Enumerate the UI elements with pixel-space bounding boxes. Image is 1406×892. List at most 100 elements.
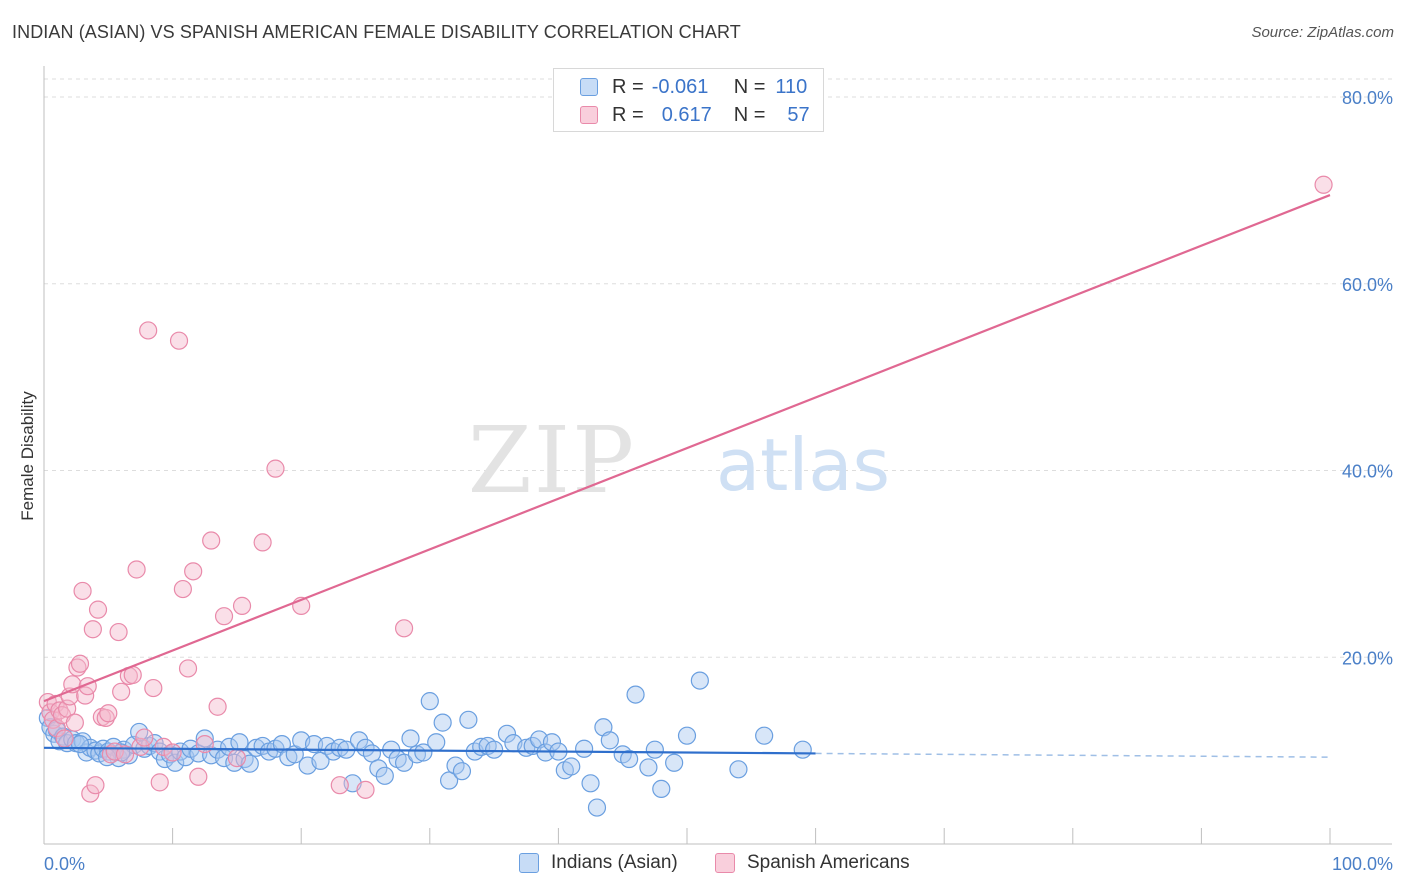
spanish-point xyxy=(253,533,272,552)
indians-point xyxy=(485,740,504,759)
spanish-point xyxy=(184,562,203,581)
indians-point xyxy=(171,742,190,761)
series-legend: Indians (Asian) Spanish Americans xyxy=(0,852,1406,878)
spanish-point xyxy=(139,321,158,340)
spanish-point xyxy=(356,780,375,799)
x-tick-label: 100.0% xyxy=(1332,854,1393,874)
y-tick-label: 40.0% xyxy=(1342,462,1393,482)
indians-point xyxy=(645,740,664,759)
y-tick-labels: 20.0% 40.0% 60.0% 80.0% xyxy=(1342,88,1393,668)
spanish-point xyxy=(109,622,128,642)
indians-point xyxy=(793,740,812,759)
indians-point xyxy=(620,749,639,769)
spanish-point xyxy=(173,579,192,599)
indians-point xyxy=(70,734,90,754)
indians-point xyxy=(452,762,472,781)
spanish-point xyxy=(115,745,135,764)
legend-item-spanish: Spanish Americans xyxy=(715,852,910,874)
indians-point xyxy=(195,729,214,748)
spanish-point xyxy=(73,581,92,601)
indians-point xyxy=(420,692,439,711)
spanish-point xyxy=(127,560,146,579)
legend-swatch-indians xyxy=(580,78,598,96)
indians-point xyxy=(626,685,645,704)
indians-point xyxy=(729,760,748,779)
indians-point xyxy=(230,733,249,752)
indians-point xyxy=(311,751,330,770)
spanish-point xyxy=(232,596,252,615)
legend-r-label: R = xyxy=(612,75,644,98)
spanish-point xyxy=(83,620,102,639)
spanish-point xyxy=(189,767,208,786)
series-indians-points xyxy=(38,671,812,817)
indians-point xyxy=(414,743,433,762)
watermark-zip: ZIP xyxy=(468,407,636,514)
indians-point xyxy=(130,722,149,742)
indians-point xyxy=(369,759,388,778)
legend-swatch-indians xyxy=(519,853,539,873)
spanish-point xyxy=(55,729,74,748)
spanish-point xyxy=(43,710,63,729)
indians-trend-extension xyxy=(815,752,1331,758)
indians-point xyxy=(665,753,684,772)
trend-lines xyxy=(43,194,1331,758)
legend-swatch-spanish xyxy=(715,853,735,873)
spanish-point xyxy=(163,743,182,762)
indians-point xyxy=(375,766,394,785)
spanish-point xyxy=(169,331,189,350)
indians-point xyxy=(562,757,581,776)
indians-point xyxy=(497,724,517,743)
chart-title: INDIAN (ASIAN) VS SPANISH AMERICAN FEMAL… xyxy=(12,22,741,42)
correlation-legend: R = -0.061 N = 110 R = 0.617 N = 57 xyxy=(553,68,824,132)
spanish-point xyxy=(227,748,246,768)
legend-row-spanish: R = 0.617 N = 57 xyxy=(554,102,810,128)
spanish-point xyxy=(70,654,90,673)
indians-point xyxy=(459,710,478,729)
y-tick-label: 20.0% xyxy=(1342,648,1393,668)
spanish-point xyxy=(88,600,108,619)
indians-point xyxy=(349,731,369,750)
legend-swatch-spanish xyxy=(580,106,598,124)
spanish-point xyxy=(202,531,221,550)
chart-source: Source: ZipAtlas.com xyxy=(1251,24,1394,41)
indians-point xyxy=(581,774,600,793)
indians-point xyxy=(575,739,594,758)
legend-n-label: N = xyxy=(733,75,766,98)
spanish-point xyxy=(394,619,414,638)
spanish-point xyxy=(1314,175,1333,194)
spanish-point xyxy=(178,659,198,678)
indians-point xyxy=(330,738,349,757)
spanish-point xyxy=(65,713,84,732)
y-tick-label: 60.0% xyxy=(1342,275,1393,295)
spanish-point xyxy=(112,682,131,701)
indians-point xyxy=(401,729,420,748)
spanish-point xyxy=(99,704,118,723)
legend-row-indians: R = -0.061 N = 110 xyxy=(554,74,807,100)
legend-label-indians: Indians (Asian) xyxy=(551,852,678,873)
indians-point xyxy=(690,671,709,690)
indians-point xyxy=(677,726,697,745)
spanish-point xyxy=(208,697,227,716)
legend-label-spanish: Spanish Americans xyxy=(747,852,910,873)
indians-point xyxy=(639,758,658,777)
legend-n-label: N = xyxy=(733,103,766,126)
legend-r-label: R = xyxy=(612,103,644,126)
legend-n-value: 57 xyxy=(787,103,810,126)
spanish-point xyxy=(144,678,163,698)
spanish-point xyxy=(330,776,349,795)
indians-point xyxy=(433,713,452,732)
x-tick-label: 0.0% xyxy=(44,854,85,874)
x-tick-labels: 0.0% 100.0% xyxy=(44,854,1393,874)
indians-point xyxy=(587,798,607,817)
axes xyxy=(43,66,1392,845)
legend-item-indians: Indians (Asian) xyxy=(519,852,678,874)
spanish-point xyxy=(135,728,154,747)
legend-r-value: -0.061 xyxy=(651,75,709,98)
spanish-point xyxy=(266,459,285,478)
watermark: ZIP atlas xyxy=(468,407,890,514)
gridlines xyxy=(44,78,1392,658)
indians-trend-line xyxy=(43,746,816,755)
indians-point xyxy=(652,779,671,799)
series-spanish-points xyxy=(38,175,1333,803)
